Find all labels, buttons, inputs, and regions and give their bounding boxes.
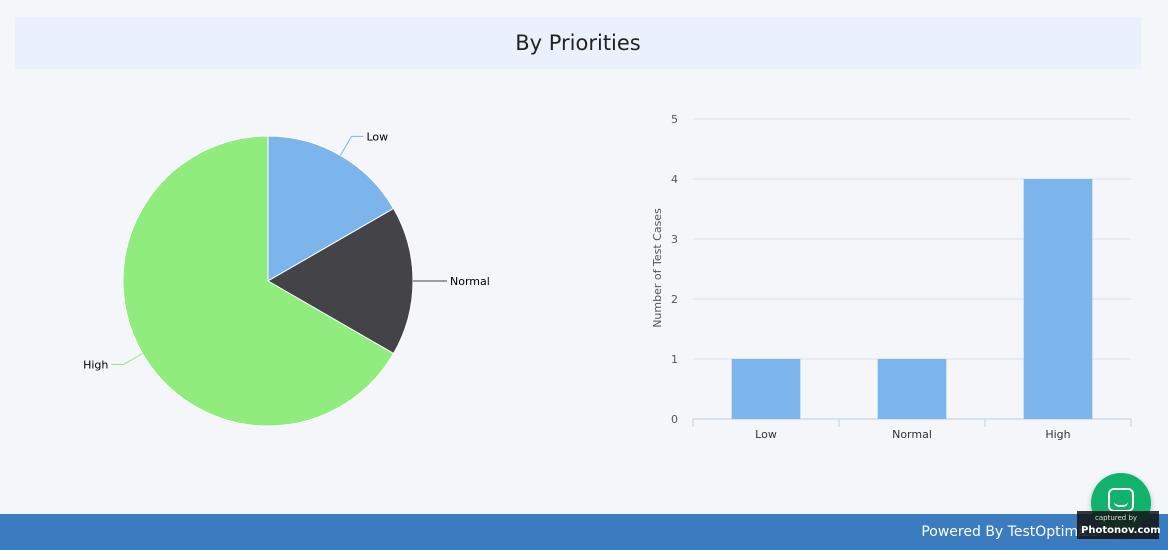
bar-chart: 0 1 2 3 4 5 Low Normal High Number of Test Cases	[651, 113, 1132, 441]
captured-badge: captured by Photonov.com	[1077, 511, 1161, 539]
captured-site-text: Photonov.com	[1081, 525, 1161, 536]
y-tick-label: 2	[671, 293, 678, 306]
y-axis-label: Number of Test Cases	[651, 208, 664, 328]
x-tick-label-high: High	[1045, 428, 1070, 441]
bar-high	[1023, 179, 1093, 419]
chat-icon	[1108, 488, 1134, 512]
pie-connector-low	[340, 135, 364, 156]
pie-label-normal: Normal	[450, 275, 490, 288]
x-tick-label-normal: Normal	[892, 428, 932, 441]
footer-bar: Powered By TestOptimize	[0, 514, 1168, 550]
y-tick-label: 1	[671, 353, 678, 366]
page-title: By Priorities	[515, 31, 641, 55]
chart-header: By Priorities	[15, 17, 1141, 69]
y-tick-label: 3	[671, 233, 678, 246]
powered-by-text: Powered By TestOptimize	[921, 524, 1098, 540]
captured-by-text: captured by	[1095, 514, 1138, 522]
y-tick-label: 5	[671, 113, 678, 126]
bar-normal	[877, 359, 947, 419]
y-tick-label: 4	[671, 173, 678, 186]
pie-chart: Low Normal High	[83, 130, 490, 427]
pie-label-high: High	[83, 359, 108, 372]
pie-label-low: Low	[367, 130, 389, 143]
pie-connector-high	[111, 353, 143, 365]
x-tick-label-low: Low	[755, 428, 777, 441]
y-tick-label: 0	[671, 413, 678, 426]
chat-smile-icon	[1114, 502, 1128, 507]
bar-low	[731, 359, 801, 419]
pie-slice-high	[122, 135, 395, 427]
